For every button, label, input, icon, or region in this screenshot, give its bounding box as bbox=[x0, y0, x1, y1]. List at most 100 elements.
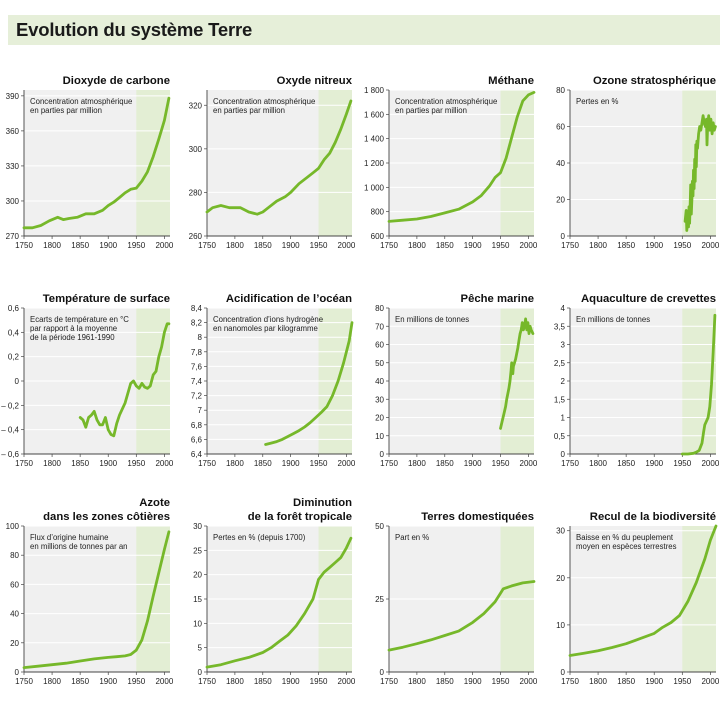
y-tick-label: 0 bbox=[561, 232, 566, 241]
y-tick-label: 80 bbox=[556, 86, 565, 95]
x-tick-label: 2000 bbox=[155, 459, 173, 468]
y-tick-label: 260 bbox=[189, 232, 203, 241]
note-line: en nanomoles par kilogramme bbox=[213, 324, 318, 333]
series-line bbox=[205, 536, 353, 669]
y-tick-label: 30 bbox=[193, 522, 202, 531]
y-tick-label: 10 bbox=[375, 432, 384, 441]
x-tick-label: 1850 bbox=[254, 241, 272, 250]
chart-11: Terres domestiquées 0 25 50 1750 1800 1850 1900… bbox=[375, 511, 538, 686]
note-line: En millions de tonnes bbox=[395, 315, 469, 324]
chart-note: Pertes en % bbox=[576, 97, 619, 106]
chart-title: Acidification de l’océan bbox=[226, 293, 352, 305]
chart-6: Acidification de l’océan 6,4 6,6 6,8 7 7,2 7,4… bbox=[191, 293, 356, 468]
x-tick-label: 1950 bbox=[673, 677, 691, 686]
note-line: Part en % bbox=[395, 533, 429, 542]
chart-title: Pêche marine bbox=[461, 293, 534, 305]
y-tick-label: 4 bbox=[561, 304, 566, 313]
x-tick-label: 1950 bbox=[127, 459, 145, 468]
x-tick-label: 1900 bbox=[645, 459, 663, 468]
y-tick-label: 0,2 bbox=[8, 353, 20, 362]
x-tick-label: 1900 bbox=[645, 677, 663, 686]
x-tick-label: 1800 bbox=[43, 459, 61, 468]
x-tick-label: 1950 bbox=[310, 677, 328, 686]
chart-note: En millions de tonnes bbox=[395, 315, 469, 324]
y-tick-label: 2 bbox=[561, 377, 566, 386]
y-tick-label: 80 bbox=[375, 304, 384, 313]
y-tick-label: 0,6 bbox=[8, 304, 20, 313]
x-tick-label: 1900 bbox=[99, 459, 117, 468]
y-tick-label: 6,4 bbox=[191, 450, 203, 459]
note-line: Concentration atmosphérique bbox=[213, 97, 315, 106]
x-tick-label: 1950 bbox=[310, 241, 328, 250]
x-tick-label: 1800 bbox=[226, 241, 244, 250]
series-line bbox=[568, 524, 718, 657]
y-tick-label: 7,8 bbox=[191, 348, 203, 357]
y-tick-label: 300 bbox=[6, 197, 20, 206]
x-tick-label: 1950 bbox=[310, 459, 328, 468]
chart-3: Méthane 600 800 1 000 1 200 1 400 1 600 1 800 17… bbox=[364, 75, 538, 250]
note-line: de la période 1961-1990 bbox=[30, 333, 115, 342]
x-tick-label: 1950 bbox=[673, 241, 691, 250]
x-tick-label: 1750 bbox=[380, 241, 398, 250]
note-line: moyen en espèces terrestres bbox=[576, 542, 677, 551]
x-tick-label: 1800 bbox=[408, 677, 426, 686]
chart-title: Oxyde nitreux bbox=[277, 75, 353, 87]
y-tick-label: 6,8 bbox=[191, 421, 203, 430]
x-tick-label: 1800 bbox=[589, 677, 607, 686]
y-tick-label: 0,4 bbox=[8, 328, 20, 337]
x-tick-label: 2000 bbox=[155, 241, 173, 250]
x-tick-label: 1800 bbox=[226, 677, 244, 686]
x-tick-label: 1950 bbox=[127, 241, 145, 250]
x-tick-label: 2000 bbox=[701, 459, 719, 468]
chart-note: En millions de tonnes bbox=[576, 315, 650, 324]
x-tick-label: 1900 bbox=[464, 241, 482, 250]
y-tick-label: 1 800 bbox=[364, 86, 385, 95]
x-tick-label: 1800 bbox=[226, 459, 244, 468]
y-tick-label: 0 bbox=[380, 450, 385, 459]
y-tick-label: 30 bbox=[556, 527, 565, 536]
y-tick-label: 270 bbox=[6, 232, 20, 241]
chart-title: Dioxyde de carbone bbox=[63, 75, 170, 87]
x-tick-label: 1900 bbox=[282, 241, 300, 250]
chart-title: Diminution bbox=[293, 497, 352, 509]
y-tick-label: 20 bbox=[10, 639, 19, 648]
y-tick-label: 40 bbox=[556, 159, 565, 168]
note-line: par rapport à la moyenne bbox=[30, 324, 117, 333]
y-tick-label: 0,5 bbox=[554, 432, 566, 441]
series-line bbox=[680, 313, 717, 456]
y-tick-label: 10 bbox=[556, 621, 565, 630]
chart-1: Dioxyde de carbone 270 300 330 360 390 1750 180… bbox=[6, 75, 174, 250]
note-line: Concentration d’ions hydrogène bbox=[213, 315, 323, 324]
chart-5: Température de surface – 0,6 – 0,4 – 0,2 0 0,… bbox=[1, 293, 174, 468]
series-line bbox=[205, 99, 353, 216]
y-tick-label: 2,5 bbox=[554, 359, 566, 368]
x-tick-label: 2000 bbox=[338, 459, 356, 468]
x-tick-label: 2000 bbox=[520, 677, 538, 686]
y-tick-label: 80 bbox=[10, 551, 19, 560]
x-tick-label: 1900 bbox=[645, 241, 663, 250]
series-line bbox=[22, 530, 171, 669]
note-line: Ecarts de température en °C bbox=[30, 315, 129, 324]
x-tick-label: 2000 bbox=[520, 241, 538, 250]
x-tick-label: 1800 bbox=[408, 241, 426, 250]
x-tick-label: 1750 bbox=[198, 241, 216, 250]
y-tick-label: 20 bbox=[375, 414, 384, 423]
y-tick-label: 0 bbox=[380, 668, 385, 677]
x-tick-label: 1750 bbox=[561, 241, 579, 250]
series-line bbox=[387, 580, 536, 652]
x-tick-label: 1950 bbox=[492, 459, 510, 468]
note-line: Pertes en % (depuis 1700) bbox=[213, 533, 306, 542]
series-line bbox=[499, 317, 535, 430]
note-line: en parties par million bbox=[30, 106, 102, 115]
x-tick-label: 2000 bbox=[701, 677, 719, 686]
y-tick-label: 0 bbox=[15, 377, 20, 386]
note-line: Baisse en % du peuplement bbox=[576, 533, 674, 542]
x-tick-label: 2000 bbox=[155, 677, 173, 686]
y-tick-label: 8,2 bbox=[191, 319, 203, 328]
x-tick-label: 1850 bbox=[71, 241, 89, 250]
x-tick-label: 1750 bbox=[15, 241, 33, 250]
y-tick-label: 0 bbox=[198, 668, 203, 677]
